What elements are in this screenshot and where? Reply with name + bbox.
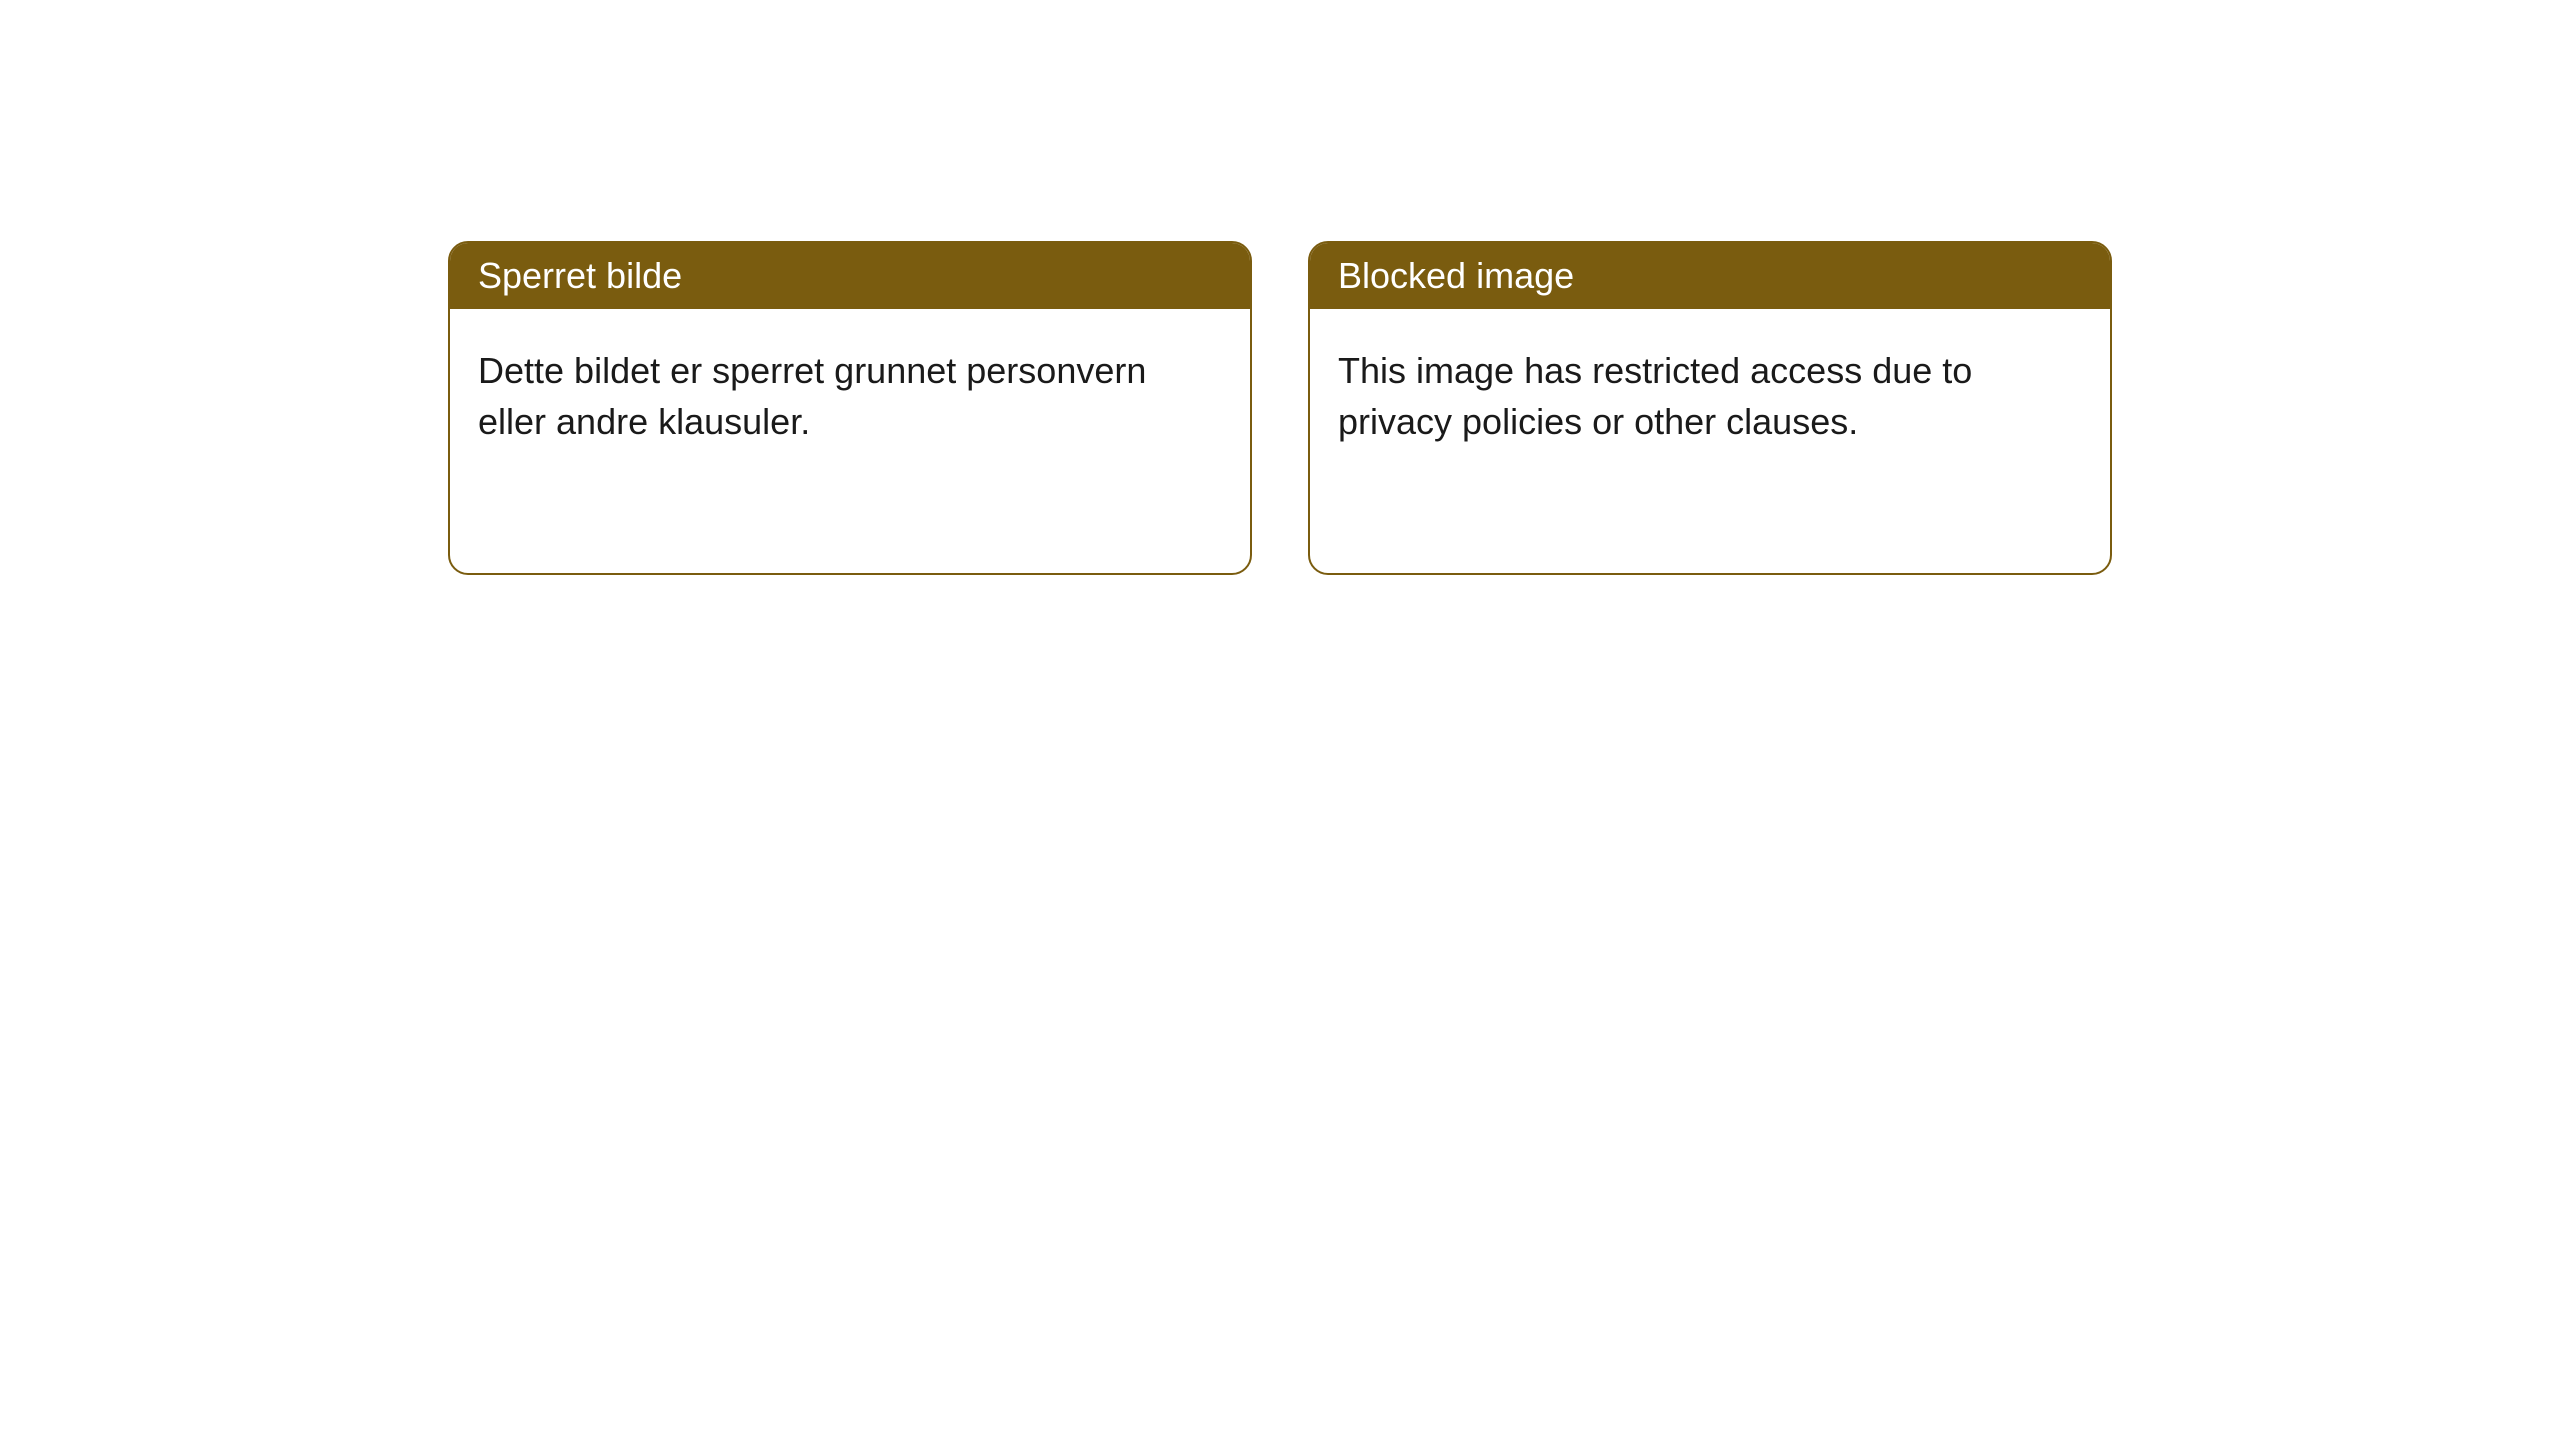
notice-text: Dette bildet er sperret grunnet personve… [478,350,1146,442]
notice-body: Dette bildet er sperret grunnet personve… [450,309,1250,483]
notice-card-norwegian: Sperret bilde Dette bildet er sperret gr… [448,241,1252,575]
notice-title: Sperret bilde [478,255,682,296]
notice-body: This image has restricted access due to … [1310,309,2110,483]
notice-title: Blocked image [1338,255,1574,296]
notice-container: Sperret bilde Dette bildet er sperret gr… [0,0,2560,575]
notice-header: Blocked image [1310,243,2110,309]
notice-text: This image has restricted access due to … [1338,350,1972,442]
notice-card-english: Blocked image This image has restricted … [1308,241,2112,575]
notice-header: Sperret bilde [450,243,1250,309]
